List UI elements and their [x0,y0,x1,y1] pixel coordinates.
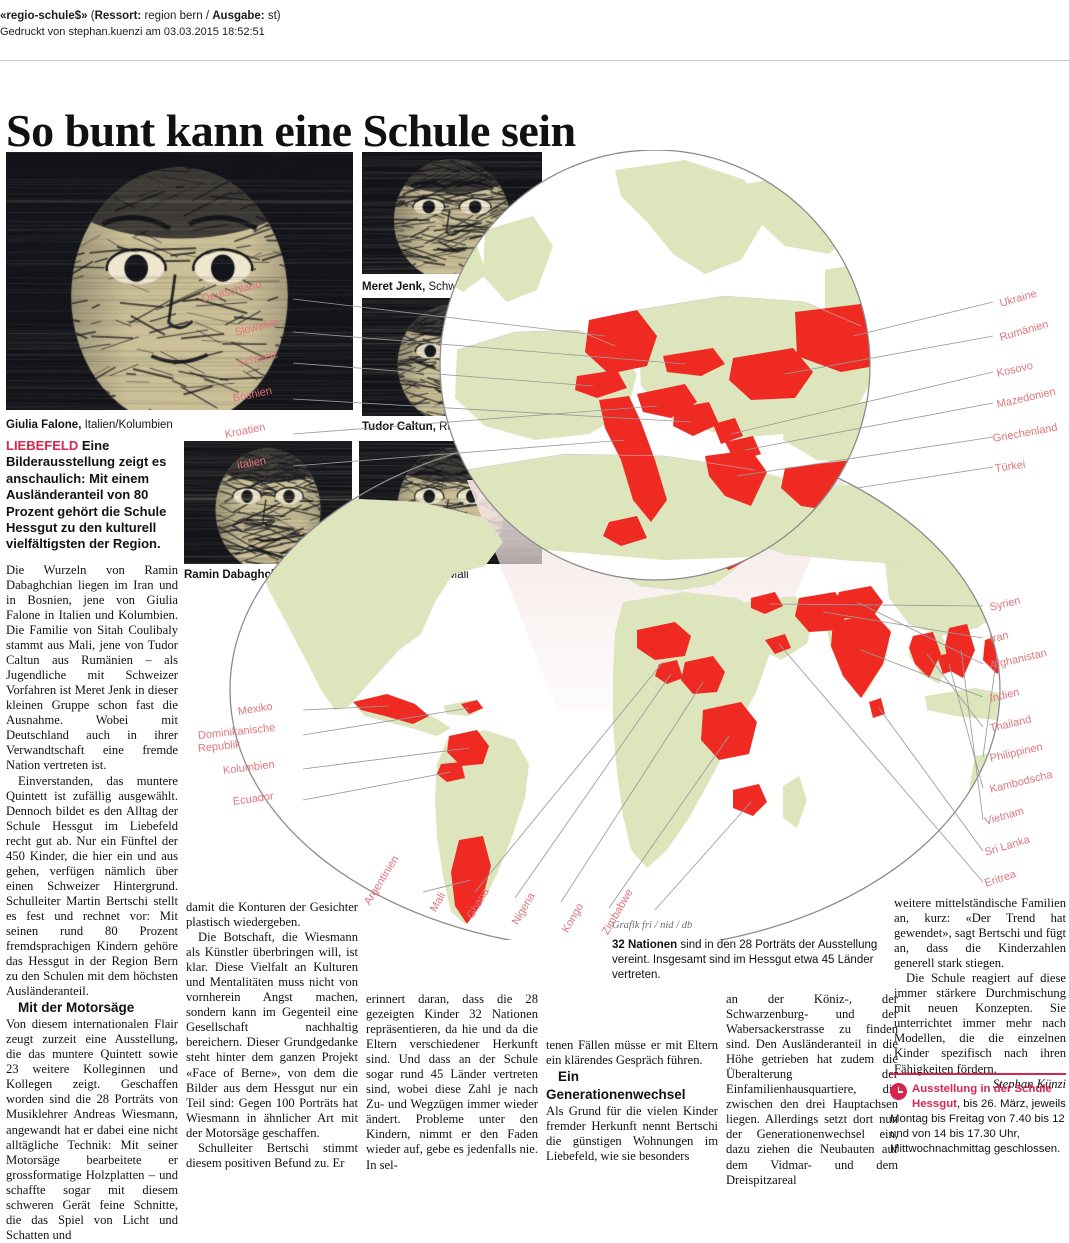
subheading-generationenwechsel: Ein Generationenwechsel [546,1069,686,1103]
paragraph-text: Die Schule reagiert auf diese immer stär… [894,971,1066,1076]
text-column-5: an der Köniz-, der Schwarzenburg- und de… [726,992,898,1188]
paragraph: damit die Konturen der Gesichter plastis… [186,900,358,930]
graphic-caption-strong: 32 Nationen [612,939,678,951]
caption-name: Tudor Caltun, [362,421,436,433]
text-column-4: tenen Fällen müsse er mit Eltern ein klä… [546,1038,718,1164]
lead-paragraph: LIEBEFELD Eine Bilderausstellung zeigt e… [6,438,178,553]
lead-text: Eine Bilderausstellung zeigt es anschaul… [6,438,167,552]
paragraph: Schulleiter Bertschi stimmt diesem posit… [186,1140,358,1170]
paragraph: tenen Fällen müsse er mit Eltern ein klä… [546,1038,718,1068]
byline-author: Stephan Künzi [992,1076,1066,1091]
info-box-title: Ausstellung in der Schule Hessgut [912,1083,1052,1110]
caption-name: Meret Jenk, [362,281,426,293]
europe-lens-outline [439,150,871,581]
text-column-2: damit die Konturen der Gesichter plastis… [186,900,358,1171]
slug-ressort-label: Ressort: [94,10,142,22]
caption-name: Giulia Falone, [6,419,82,431]
slug-line-1: «regio-schule$» (Ressort: region bern / … [0,8,1069,24]
slug-line-2: Gedruckt von stephan.kuenzi am 03.03.201… [0,26,265,38]
info-box-rule [890,1073,1066,1075]
paragraph: Die Wurzeln von Ramin Dabaghchian liegen… [6,562,178,773]
map-svg [229,150,1001,940]
paragraph: erinnert daran, dass die 28 gezeigten Ki… [366,992,538,1172]
page-title: So bunt kann eine Schule sein [6,104,576,156]
leader-lines [292,298,998,911]
print-slug: «regio-schule$» (Ressort: region bern / … [0,8,1069,40]
graphic-credit: Grafik fri / nid / db [612,920,693,931]
text-column-3: erinnert daran, dass die 28 gezeigten Ki… [366,992,538,1173]
clock-icon [890,1083,907,1100]
slug-ressort-value: region bern / [141,10,213,22]
slug-ausgabe-value: st) [264,10,281,22]
europe-detail-body [440,150,870,580]
paragraph: Einverstanden, das muntere Quintett ist … [6,773,178,999]
paragraph: Als Grund für die vielen Kinder fremder … [546,1104,718,1164]
slug-ausgabe-label: Ausgabe: [212,10,265,22]
world-map-graphic: Deutschland Slowakei Schweiz Bosnien Kroatie… [185,150,1069,940]
subheading-motorsaege: Mit der Motorsäge [18,1000,135,1016]
caption-origin: Italien/Kolumbien [81,419,173,431]
europe-borders [456,295,862,471]
slug-doc-name: «regio-schule$» [0,10,88,22]
header-divider [0,60,1069,61]
portrait-giulia-falone [6,152,353,410]
slug-paren-open: ( [87,10,95,22]
info-box-text: , bis 26. März, jeweils Montag bis Freit… [890,1098,1066,1155]
paragraph: Die Botschaft, die Wiesmann als Künstler… [186,930,358,1140]
graphic-caption-rest: sind in den 28 Porträts der Ausstellung … [612,939,878,981]
info-box-exhibition: Ausstellung in der Schule Hessgut, bis 2… [890,1073,1066,1157]
dateline: LIEBEFELD [6,438,79,453]
paragraph: Die Schule reagiert auf diese immer stär… [894,971,1066,1090]
text-column-6: weitere mittelständische Familien an, ku… [894,896,1066,1092]
paragraph: weitere mittelständische Familien an, ku… [894,896,1066,971]
paragraph: an der Köniz-, der Schwarzenburg- und de… [726,992,898,1187]
europe-landmasses [441,160,870,560]
paragraph: Von diesem internationalen Flair zeugt z… [6,1017,178,1242]
text-column-1: LIEBEFELD Eine Bilderausstellung zeigt e… [6,438,178,1243]
graphic-caption: 32 Nationen sind in den 28 Porträts der … [612,938,902,983]
caption-giulia-falone: Giulia Falone, Italien/Kolumbien [6,418,173,432]
